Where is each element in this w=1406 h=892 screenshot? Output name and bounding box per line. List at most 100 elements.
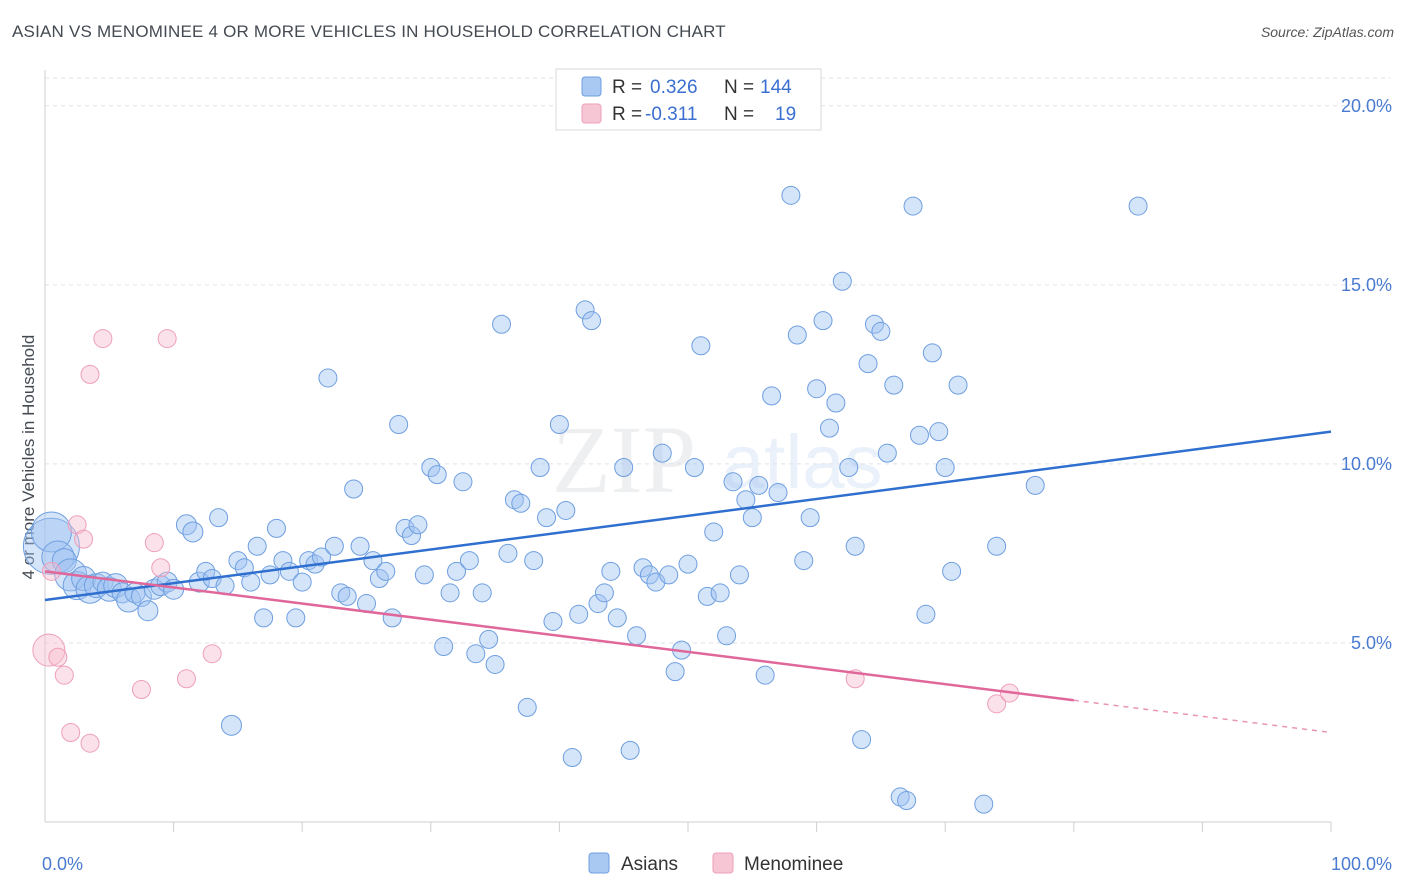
asians-point — [427, 465, 447, 485]
asians-point — [839, 457, 859, 477]
asians-point — [549, 415, 569, 435]
asians-point — [729, 565, 749, 585]
asians-point — [492, 314, 512, 334]
asians-point — [987, 536, 1007, 556]
asians-point — [710, 583, 730, 603]
legend-r-label-asians: R = — [612, 77, 642, 98]
legend-r-value-asians: 0.326 — [650, 77, 698, 98]
asians-point — [736, 490, 756, 510]
bottom-legend-asians: Asians — [621, 854, 678, 875]
menominee-points — [32, 329, 1019, 753]
asians-point — [633, 558, 653, 578]
asians-point — [209, 508, 229, 528]
asians-point — [749, 475, 769, 495]
asians-point — [389, 415, 409, 435]
menominee-point — [80, 364, 100, 384]
legend: R = 0.326 N = 144 R = -0.311 N = 19 — [555, 68, 822, 131]
asians-point — [247, 536, 267, 556]
asians-point — [562, 748, 582, 768]
asians-point — [723, 472, 743, 492]
menominee-trendline-extension — [1073, 699, 1332, 734]
asians-point — [382, 608, 402, 628]
asians-point — [421, 457, 441, 477]
asians-point — [922, 343, 942, 363]
asians-point — [607, 608, 627, 628]
asians-point — [479, 629, 499, 649]
asians-point — [266, 518, 286, 538]
menominee-point — [80, 733, 100, 753]
menominee-point — [61, 722, 81, 742]
asians-point — [897, 791, 917, 811]
menominee-point — [202, 644, 222, 664]
asians-point — [659, 565, 679, 585]
menominee-point — [144, 533, 164, 553]
asians-point — [691, 336, 711, 356]
asians-point — [826, 393, 846, 413]
asians-point — [652, 443, 672, 463]
asians-point — [890, 787, 910, 807]
x-tick-labels: 0.0% 100.0% — [42, 854, 1392, 874]
asians-point — [311, 547, 331, 567]
asians-point — [472, 583, 492, 603]
asians-point — [768, 483, 788, 503]
asians-point — [794, 551, 814, 571]
asians-point — [556, 500, 576, 520]
asians-point — [852, 730, 872, 750]
asians-point — [594, 583, 614, 603]
menominee-point — [176, 669, 196, 689]
asians-point — [916, 604, 936, 624]
asians-point — [1128, 196, 1148, 216]
menominee-point — [74, 529, 94, 549]
menominee-point — [67, 515, 87, 535]
asians-point — [787, 325, 807, 345]
asians-point — [819, 418, 839, 438]
asians-point — [575, 300, 595, 320]
asians-point — [324, 536, 344, 556]
y-tick-label-1: 10.0% — [1341, 454, 1392, 474]
asians-point — [858, 354, 878, 374]
menominee-point — [54, 665, 74, 685]
asians-point — [137, 600, 159, 622]
chart-title: ASIAN VS MENOMINEE 4 OR MORE VEHICLES IN… — [12, 22, 726, 41]
x-tick-label-1: 100.0% — [1331, 854, 1392, 874]
menominee-point — [48, 647, 68, 667]
asians-point — [543, 611, 563, 631]
asians-point — [408, 515, 428, 535]
bottom-legend: Asians Menominee — [588, 852, 843, 875]
menominee-point — [157, 329, 177, 349]
asians-point — [755, 665, 775, 685]
asians-point — [974, 794, 994, 814]
y-tick-labels: 5.0% 10.0% 15.0% 20.0% — [1341, 96, 1392, 653]
legend-swatch-menominee — [581, 103, 602, 124]
asians-point — [254, 608, 274, 628]
asians-point — [228, 551, 248, 571]
y-tick-label-0: 5.0% — [1351, 633, 1392, 653]
asians-point — [665, 662, 685, 682]
legend-r-value-menominee: -0.311 — [645, 104, 697, 125]
asians-point — [781, 185, 801, 205]
asians-point — [697, 586, 717, 606]
asians-point — [440, 583, 460, 603]
asians-point — [678, 554, 698, 574]
asians-point — [948, 375, 968, 395]
asians-point — [517, 697, 537, 717]
asians-point — [504, 490, 524, 510]
bottom-legend-menominee: Menominee — [744, 854, 843, 875]
menominee-point — [987, 694, 1007, 714]
asians-point — [614, 457, 634, 477]
asians-point — [813, 311, 833, 331]
watermark-zip: ZIP — [552, 406, 696, 513]
asians-point — [241, 572, 261, 592]
bottom-legend-swatch-menominee — [712, 852, 734, 874]
asians-points — [22, 185, 1148, 814]
asians-trendline — [44, 430, 1332, 602]
y-axis-label: 4 or more Vehicles in Household — [19, 335, 38, 580]
menominee-point — [93, 329, 113, 349]
y-tick-label-2: 15.0% — [1341, 275, 1392, 295]
asians-point — [569, 604, 589, 624]
asians-point — [742, 508, 762, 528]
asians-point — [807, 379, 827, 399]
asians-point — [684, 457, 704, 477]
trendlines — [44, 430, 1332, 734]
asians-point — [627, 626, 647, 646]
